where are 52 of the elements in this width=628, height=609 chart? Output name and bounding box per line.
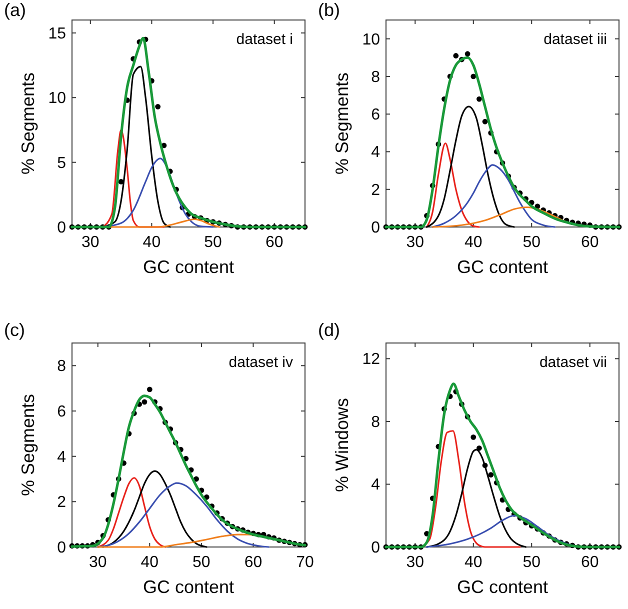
x-axis-title: GC content: [142, 257, 234, 277]
y-tick-label: 2: [371, 182, 380, 199]
x-tick-label: 60: [580, 554, 599, 571]
y-tick-label: 2: [57, 494, 66, 512]
x-tick-label: 60: [265, 234, 284, 251]
x-tick-label: 60: [244, 554, 262, 571]
x-tick-label: 30: [406, 234, 424, 251]
x-tick-label: 40: [464, 554, 482, 571]
x-tick-label: 30: [406, 554, 424, 571]
y-axis-title: % Segments: [332, 72, 352, 175]
x-tick-label: 60: [580, 234, 599, 251]
y-tick-label: 4: [371, 144, 380, 162]
x-tick-label: 70: [296, 554, 314, 571]
x-tick-label: 50: [204, 234, 222, 251]
y-tick-label: 10: [48, 90, 66, 108]
x-axis-title: GC content: [142, 577, 234, 597]
x-axis-title: GC content: [456, 257, 548, 277]
chart-title: (d): [318, 320, 340, 340]
y-tick-label: 0: [57, 540, 66, 556]
y-tick-label: 15: [48, 25, 66, 42]
x-tick-label: 50: [522, 234, 541, 251]
annotation: dataset vii: [539, 354, 607, 371]
chart-title: (a): [4, 0, 26, 20]
y-tick-label: 8: [371, 414, 380, 431]
y-tick-label: 8: [57, 358, 66, 376]
y-axis-title: % Segments: [18, 72, 38, 175]
x-tick-label: 50: [192, 554, 210, 571]
annotation: dataset iii: [544, 31, 607, 48]
y-tick-label: 12: [362, 351, 380, 368]
x-axis-title: GC content: [456, 577, 548, 597]
y-axis-title: % Segments: [18, 394, 38, 496]
y-axis-title: % Windows: [332, 398, 352, 492]
y-tick-label: 0: [57, 220, 66, 236]
x-tick-label: 40: [140, 554, 159, 571]
annotation: dataset iv: [228, 354, 294, 371]
y-tick-label: 8: [371, 68, 380, 86]
chart-title: (c): [4, 320, 25, 340]
x-tick-label: 40: [464, 234, 482, 251]
y-tick-label: 6: [57, 404, 66, 420]
x-tick-label: 30: [88, 554, 107, 571]
y-tick-label: 4: [371, 476, 380, 494]
chart-title: (b): [318, 0, 340, 20]
x-tick-label: 30: [81, 234, 100, 251]
y-tick-label: 4: [57, 448, 66, 466]
x-tick-label: 50: [522, 554, 541, 571]
y-tick-label: 6: [371, 106, 380, 124]
y-tick-label: 0: [371, 540, 380, 556]
y-tick-label: 10: [362, 31, 380, 48]
annotation: dataset i: [236, 31, 293, 48]
x-tick-label: 40: [142, 234, 161, 251]
y-tick-label: 5: [57, 154, 66, 172]
y-tick-label: 0: [371, 220, 380, 236]
